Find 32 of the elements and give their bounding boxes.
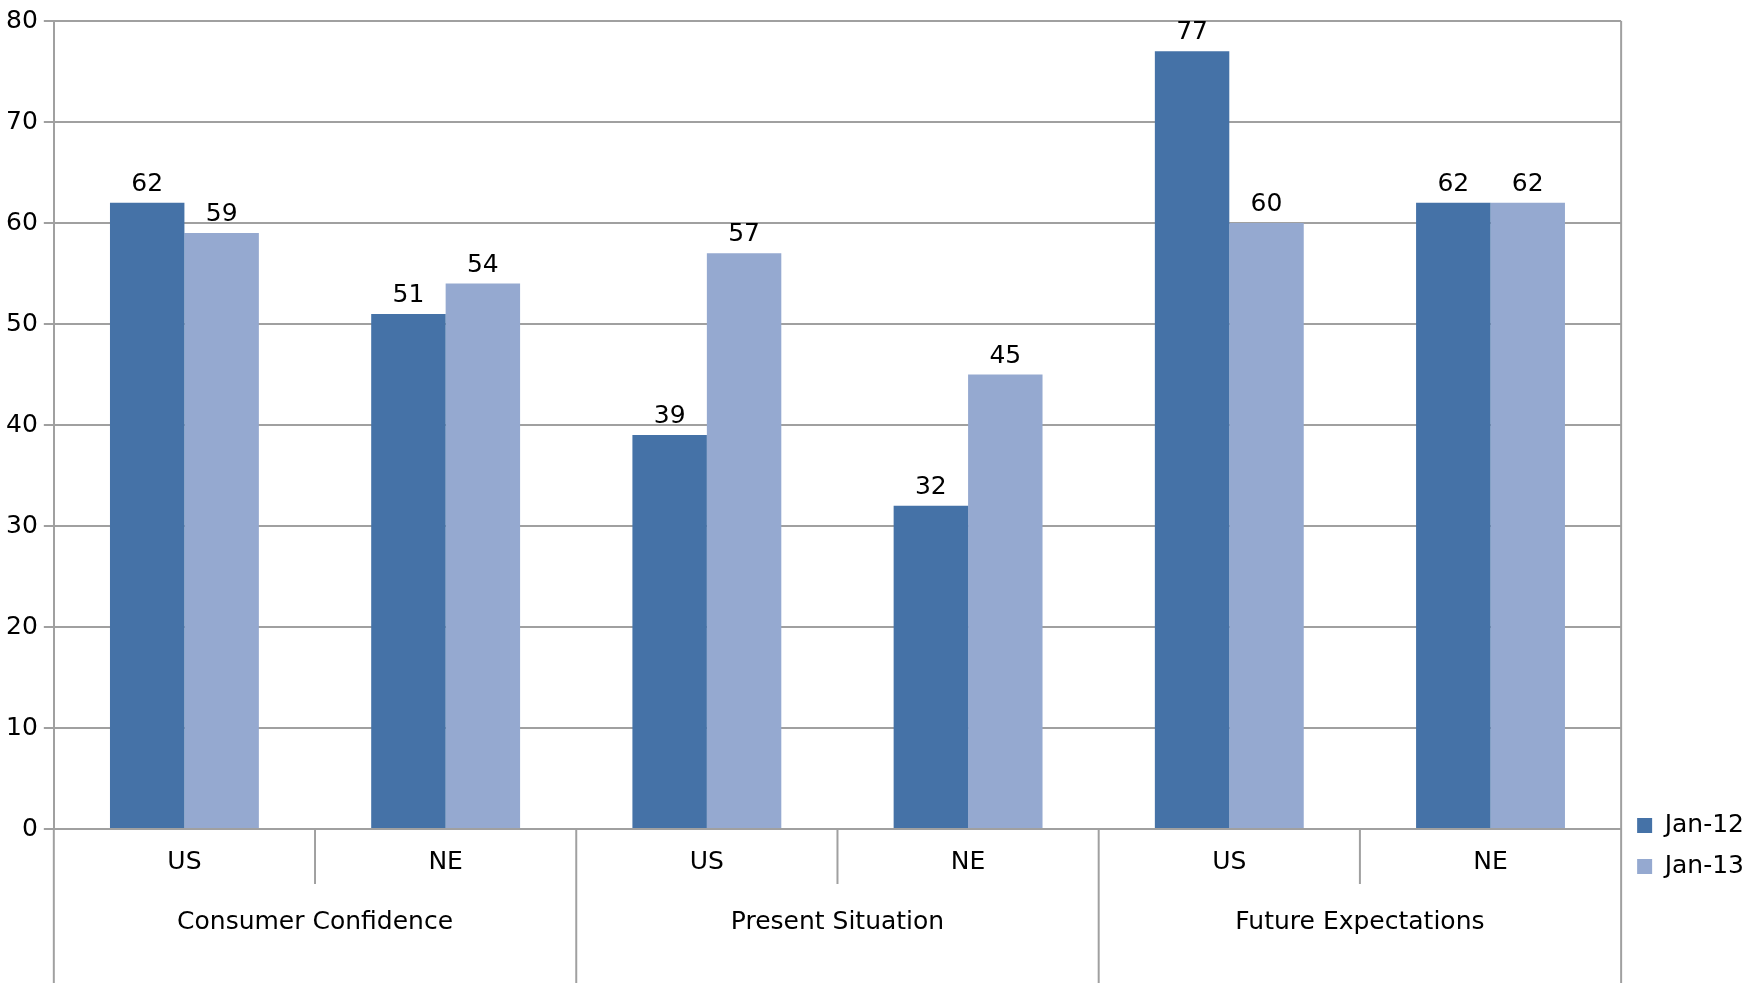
data-label: 60 xyxy=(1250,188,1283,217)
x-tick-label: US xyxy=(1212,845,1247,875)
y-tick-label: 50 xyxy=(6,307,38,337)
data-label: 32 xyxy=(914,470,947,500)
y-tick-label: 70 xyxy=(6,105,38,135)
y-tick-label: 60 xyxy=(6,206,38,236)
y-tick-label: 30 xyxy=(6,509,38,539)
data-label: 45 xyxy=(989,339,1022,369)
x-tick-label: NE xyxy=(428,845,463,875)
y-tick-label: 0 xyxy=(21,812,38,842)
data-label: 54 xyxy=(466,248,499,278)
x-tick-label: US xyxy=(167,845,202,875)
data-label: 59 xyxy=(205,198,238,228)
data-label: 62 xyxy=(1437,167,1470,197)
legend-label: Jan-13 xyxy=(1662,850,1744,879)
data-label: 77 xyxy=(1176,16,1208,46)
y-tick-label: 40 xyxy=(6,408,38,438)
text: Consumer Confidence xyxy=(177,905,454,935)
y-tick-label: 80 xyxy=(6,4,38,34)
text: Future Expectations xyxy=(1235,905,1485,935)
y-tick-label: 20 xyxy=(6,610,38,640)
x-tick-label: US xyxy=(689,845,724,875)
x-tick-label: NE xyxy=(950,845,986,875)
data-label: 62 xyxy=(1511,167,1544,197)
data-label: 51 xyxy=(392,278,425,308)
data-label: 62 xyxy=(131,167,164,197)
data-label: 57 xyxy=(728,218,760,248)
text: Present Situation xyxy=(730,905,945,935)
y-tick-label: 10 xyxy=(6,711,38,741)
x-tick-label: NE xyxy=(1473,845,1508,875)
legend-label: Jan-12 xyxy=(1662,809,1744,838)
data-label: 39 xyxy=(653,400,686,430)
